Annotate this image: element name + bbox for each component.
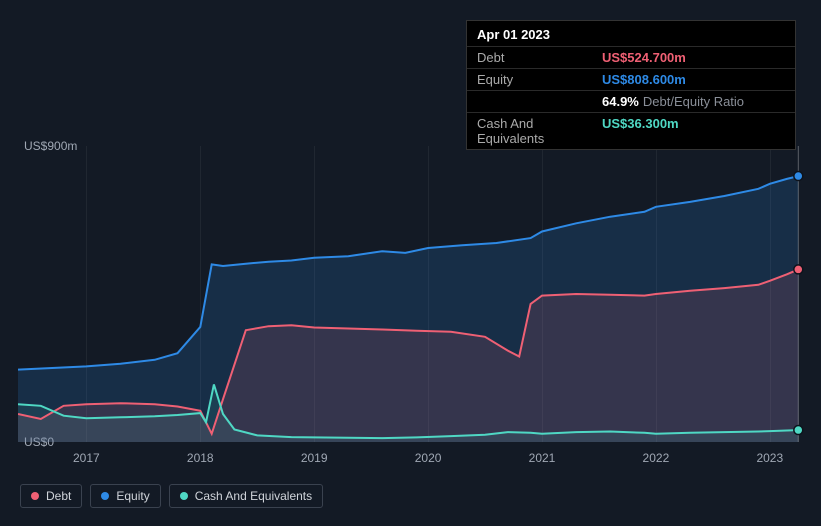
debt-end-dot (794, 265, 803, 274)
plot-area (18, 146, 804, 442)
cash-icon (180, 492, 188, 500)
legend-item-equity[interactable]: Equity (90, 484, 160, 508)
x-axis-label: 2017 (73, 451, 100, 465)
tooltip-row-value: US$524.700m (602, 50, 686, 65)
legend: Debt Equity Cash And Equivalents (20, 484, 323, 508)
x-axis-label: 2019 (301, 451, 328, 465)
tooltip-row-value: 64.9% (602, 94, 639, 109)
tooltip-row-value: US$36.300m (602, 116, 679, 146)
tooltip-row-suffix: Debt/Equity Ratio (643, 94, 744, 109)
tooltip-row: DebtUS$524.700m (467, 46, 795, 68)
x-axis-label: 2022 (643, 451, 670, 465)
tooltip-row-label: Debt (477, 50, 602, 65)
x-axis-label: 2023 (756, 451, 783, 465)
legend-item-cash[interactable]: Cash And Equivalents (169, 484, 323, 508)
tooltip-date: Apr 01 2023 (467, 21, 795, 46)
tooltip: Apr 01 2023 DebtUS$524.700mEquityUS$808.… (466, 20, 796, 150)
tooltip-row-value: US$808.600m (602, 72, 686, 87)
equity-end-dot (794, 172, 803, 181)
x-axis-label: 2021 (529, 451, 556, 465)
legend-item-debt[interactable]: Debt (20, 484, 82, 508)
x-axis-label: 2018 (187, 451, 214, 465)
tooltip-row: Cash And EquivalentsUS$36.300m (467, 112, 795, 149)
legend-item-label: Debt (46, 489, 71, 503)
tooltip-row-label: Equity (477, 72, 602, 87)
legend-item-label: Equity (116, 489, 149, 503)
x-axis-label: 2020 (415, 451, 442, 465)
legend-item-label: Cash And Equivalents (195, 489, 312, 503)
tooltip-row-label: Cash And Equivalents (477, 116, 602, 146)
tooltip-row: EquityUS$808.600m (467, 68, 795, 90)
tooltip-row: 64.9% Debt/Equity Ratio (467, 90, 795, 112)
cash-end-dot (794, 426, 803, 435)
equity-icon (101, 492, 109, 500)
debt-icon (31, 492, 39, 500)
chart-container: US$0US$900m 2017201820192020202120222023… (0, 0, 821, 526)
tooltip-row-label (477, 94, 602, 109)
